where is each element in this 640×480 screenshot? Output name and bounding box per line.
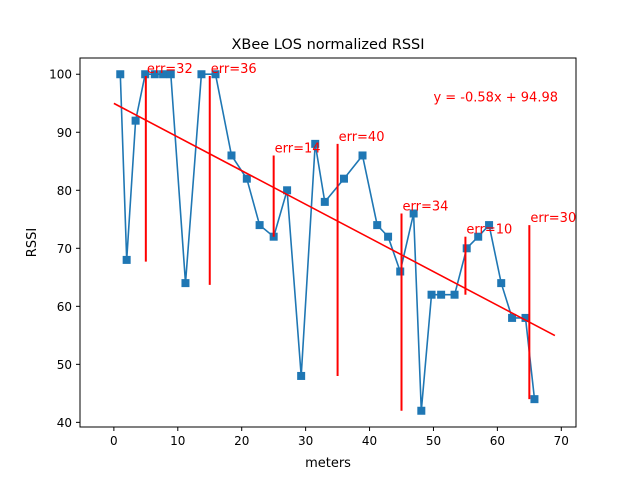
- error-bar-label: err=30: [530, 211, 576, 226]
- error-bar-label: err=10: [466, 223, 512, 238]
- error-bars: err=32 err=36 err=14 err=40 err=34 err=10 err=…: [144, 62, 576, 411]
- plot-area-frame: [79, 57, 577, 428]
- error-bar-label: err=34: [403, 199, 449, 214]
- data-point: [530, 395, 539, 404]
- data-point: [255, 221, 264, 230]
- data-point: [521, 313, 530, 322]
- data-point: [417, 406, 426, 415]
- data-point: [227, 151, 236, 160]
- data-point: [373, 221, 382, 230]
- y-tick-label: 60: [57, 300, 72, 314]
- y-axis-label: RSSI: [25, 228, 40, 257]
- data-point: [211, 70, 220, 79]
- data-point: [159, 70, 168, 79]
- y-tick-label: 80: [57, 184, 72, 198]
- x-tick-label: 20: [234, 434, 249, 448]
- series-line: [119, 73, 536, 411]
- x-tick-label: 60: [490, 434, 505, 448]
- data-point: [474, 232, 483, 241]
- x-tick-label: 70: [554, 434, 569, 448]
- error-bar-label: err=36: [211, 62, 257, 77]
- y-tick-label: 70: [57, 242, 72, 256]
- data-point: [242, 174, 251, 183]
- data-series: [116, 70, 539, 415]
- x-tick-label: 0: [110, 434, 118, 448]
- error-bar-label: err=32: [147, 62, 193, 77]
- data-point: [131, 116, 140, 125]
- data-point: [396, 267, 405, 276]
- error-bar-label: err=14: [275, 141, 321, 156]
- x-tick-label: 10: [170, 434, 185, 448]
- y-tick-label: 100: [49, 68, 72, 82]
- x-tick-label: 50: [426, 434, 441, 448]
- data-point: [462, 244, 471, 253]
- regression-line: [113, 102, 556, 337]
- regression-equation: y = -0.58x + 94.98: [433, 91, 558, 106]
- data-point: [450, 290, 459, 299]
- data-point: [283, 186, 292, 195]
- x-axis: 0 10 20 30 40 50 60 70: [110, 427, 569, 448]
- data-point: [508, 313, 517, 322]
- data-point: [141, 70, 150, 79]
- data-point: [320, 197, 329, 206]
- data-point: [116, 70, 125, 79]
- y-axis: 40 50 60 70 80 90 100: [49, 68, 80, 430]
- data-point: [437, 290, 446, 299]
- data-point: [197, 70, 206, 79]
- data-point: [150, 70, 159, 79]
- data-point: [297, 371, 306, 380]
- data-point: [427, 290, 436, 299]
- x-tick-label: 40: [362, 434, 377, 448]
- regression-line-group: y = -0.58x + 94.98: [113, 91, 558, 337]
- data-point: [339, 174, 348, 183]
- data-point: [311, 139, 320, 148]
- y-tick-label: 90: [57, 126, 72, 140]
- error-bar-label: err=40: [339, 130, 385, 145]
- x-axis-label: meters: [305, 456, 351, 471]
- y-tick-label: 40: [57, 416, 72, 430]
- data-point: [497, 279, 506, 288]
- data-point: [166, 70, 175, 79]
- data-point: [485, 221, 494, 230]
- x-tick-label: 30: [298, 434, 313, 448]
- chart-title: XBee LOS normalized RSSI: [231, 37, 424, 53]
- data-point: [122, 255, 131, 264]
- data-point: [181, 279, 190, 288]
- data-point: [384, 232, 393, 241]
- data-point: [358, 151, 367, 160]
- y-tick-label: 50: [57, 358, 72, 372]
- data-point: [409, 209, 418, 218]
